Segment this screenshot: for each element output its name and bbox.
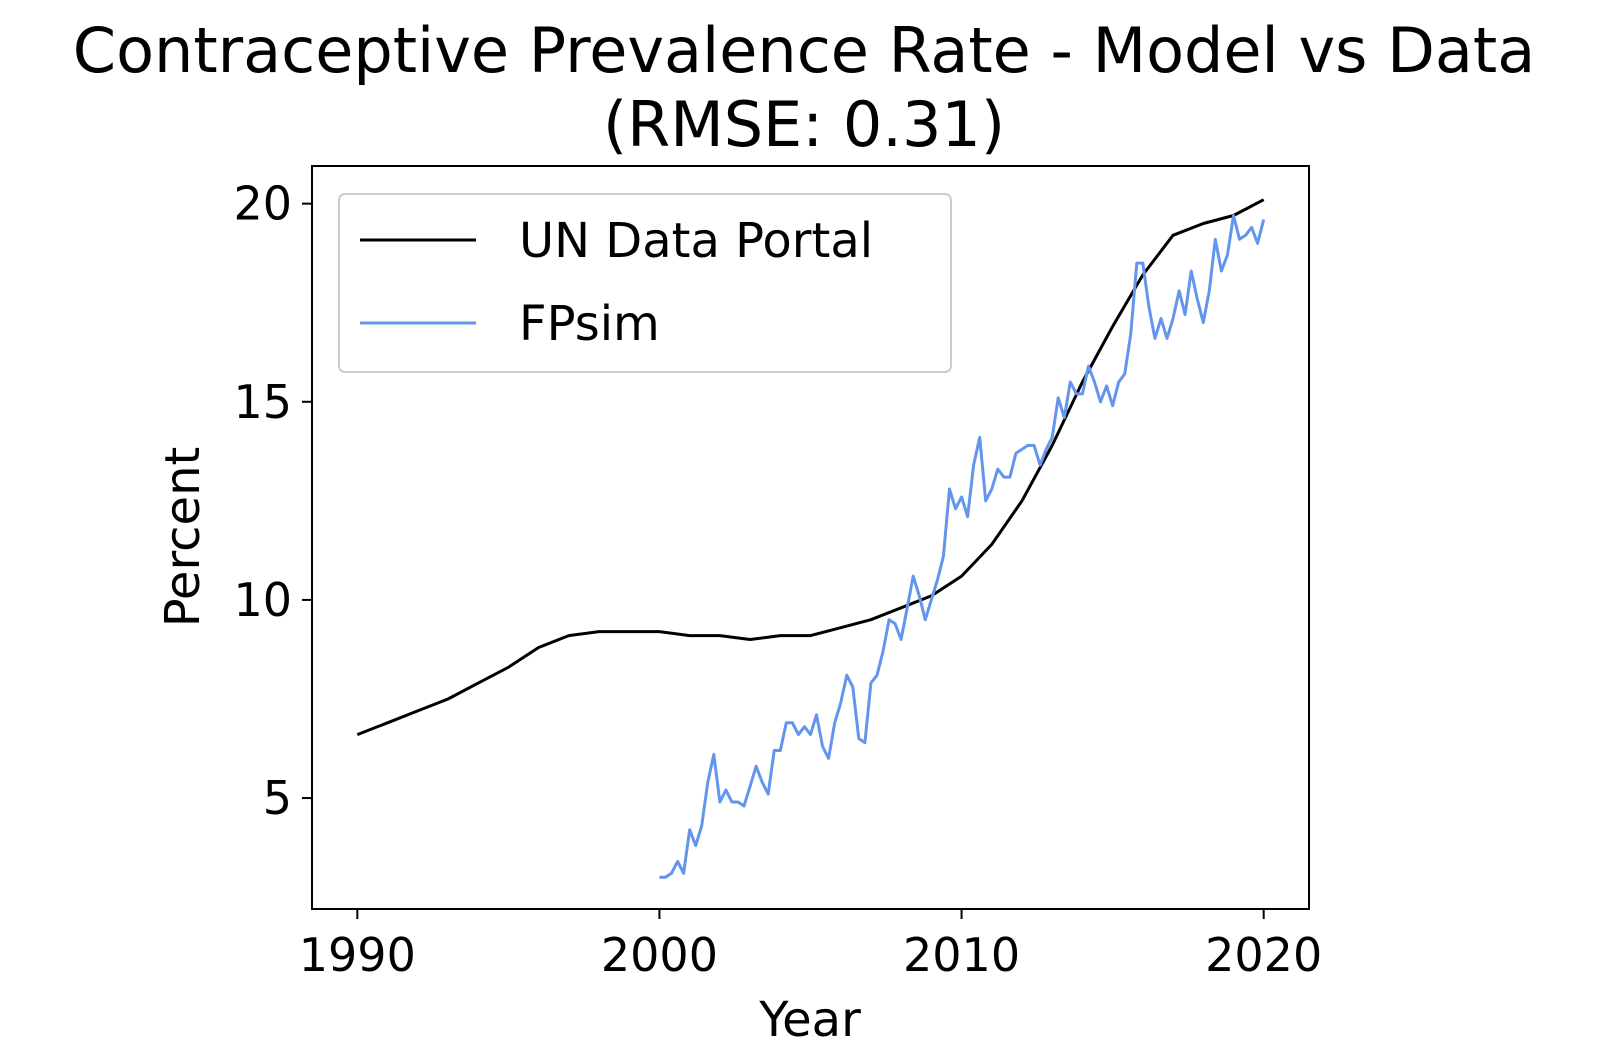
x-tick-label: 1990 <box>299 928 416 982</box>
plot-area <box>311 165 1310 910</box>
y-tick-label: 10 <box>233 573 292 627</box>
chart-subtitle: (RMSE: 0.31) <box>603 88 1005 161</box>
series-line-un-data-portal <box>356 198 1265 736</box>
x-tick-label: 2000 <box>601 928 718 982</box>
chart-title: Contraceptive Prevalence Rate - Model vs… <box>73 14 1535 87</box>
series-line-fpsim <box>659 214 1266 879</box>
x-tick-label: 2010 <box>903 928 1020 982</box>
y-tick-label: 20 <box>233 177 292 231</box>
legend: UN Data Portal FPsim <box>338 193 952 373</box>
plot-frame <box>311 165 1310 910</box>
y-axis-label: Percent <box>155 447 211 628</box>
legend-label-fpsim: FPsim <box>519 296 660 352</box>
y-tick-label: 15 <box>233 375 292 429</box>
legend-label-un-data-portal: UN Data Portal <box>519 213 873 269</box>
y-tick-label: 5 <box>263 771 292 825</box>
legend-frame <box>338 193 952 373</box>
x-axis: 1990 2000 2010 2020 <box>299 909 1322 982</box>
y-axis: 5 10 15 20 <box>233 177 312 825</box>
x-tick-label: 2020 <box>1205 928 1322 982</box>
series-layer <box>356 198 1266 879</box>
x-axis-label: Year <box>758 992 861 1048</box>
